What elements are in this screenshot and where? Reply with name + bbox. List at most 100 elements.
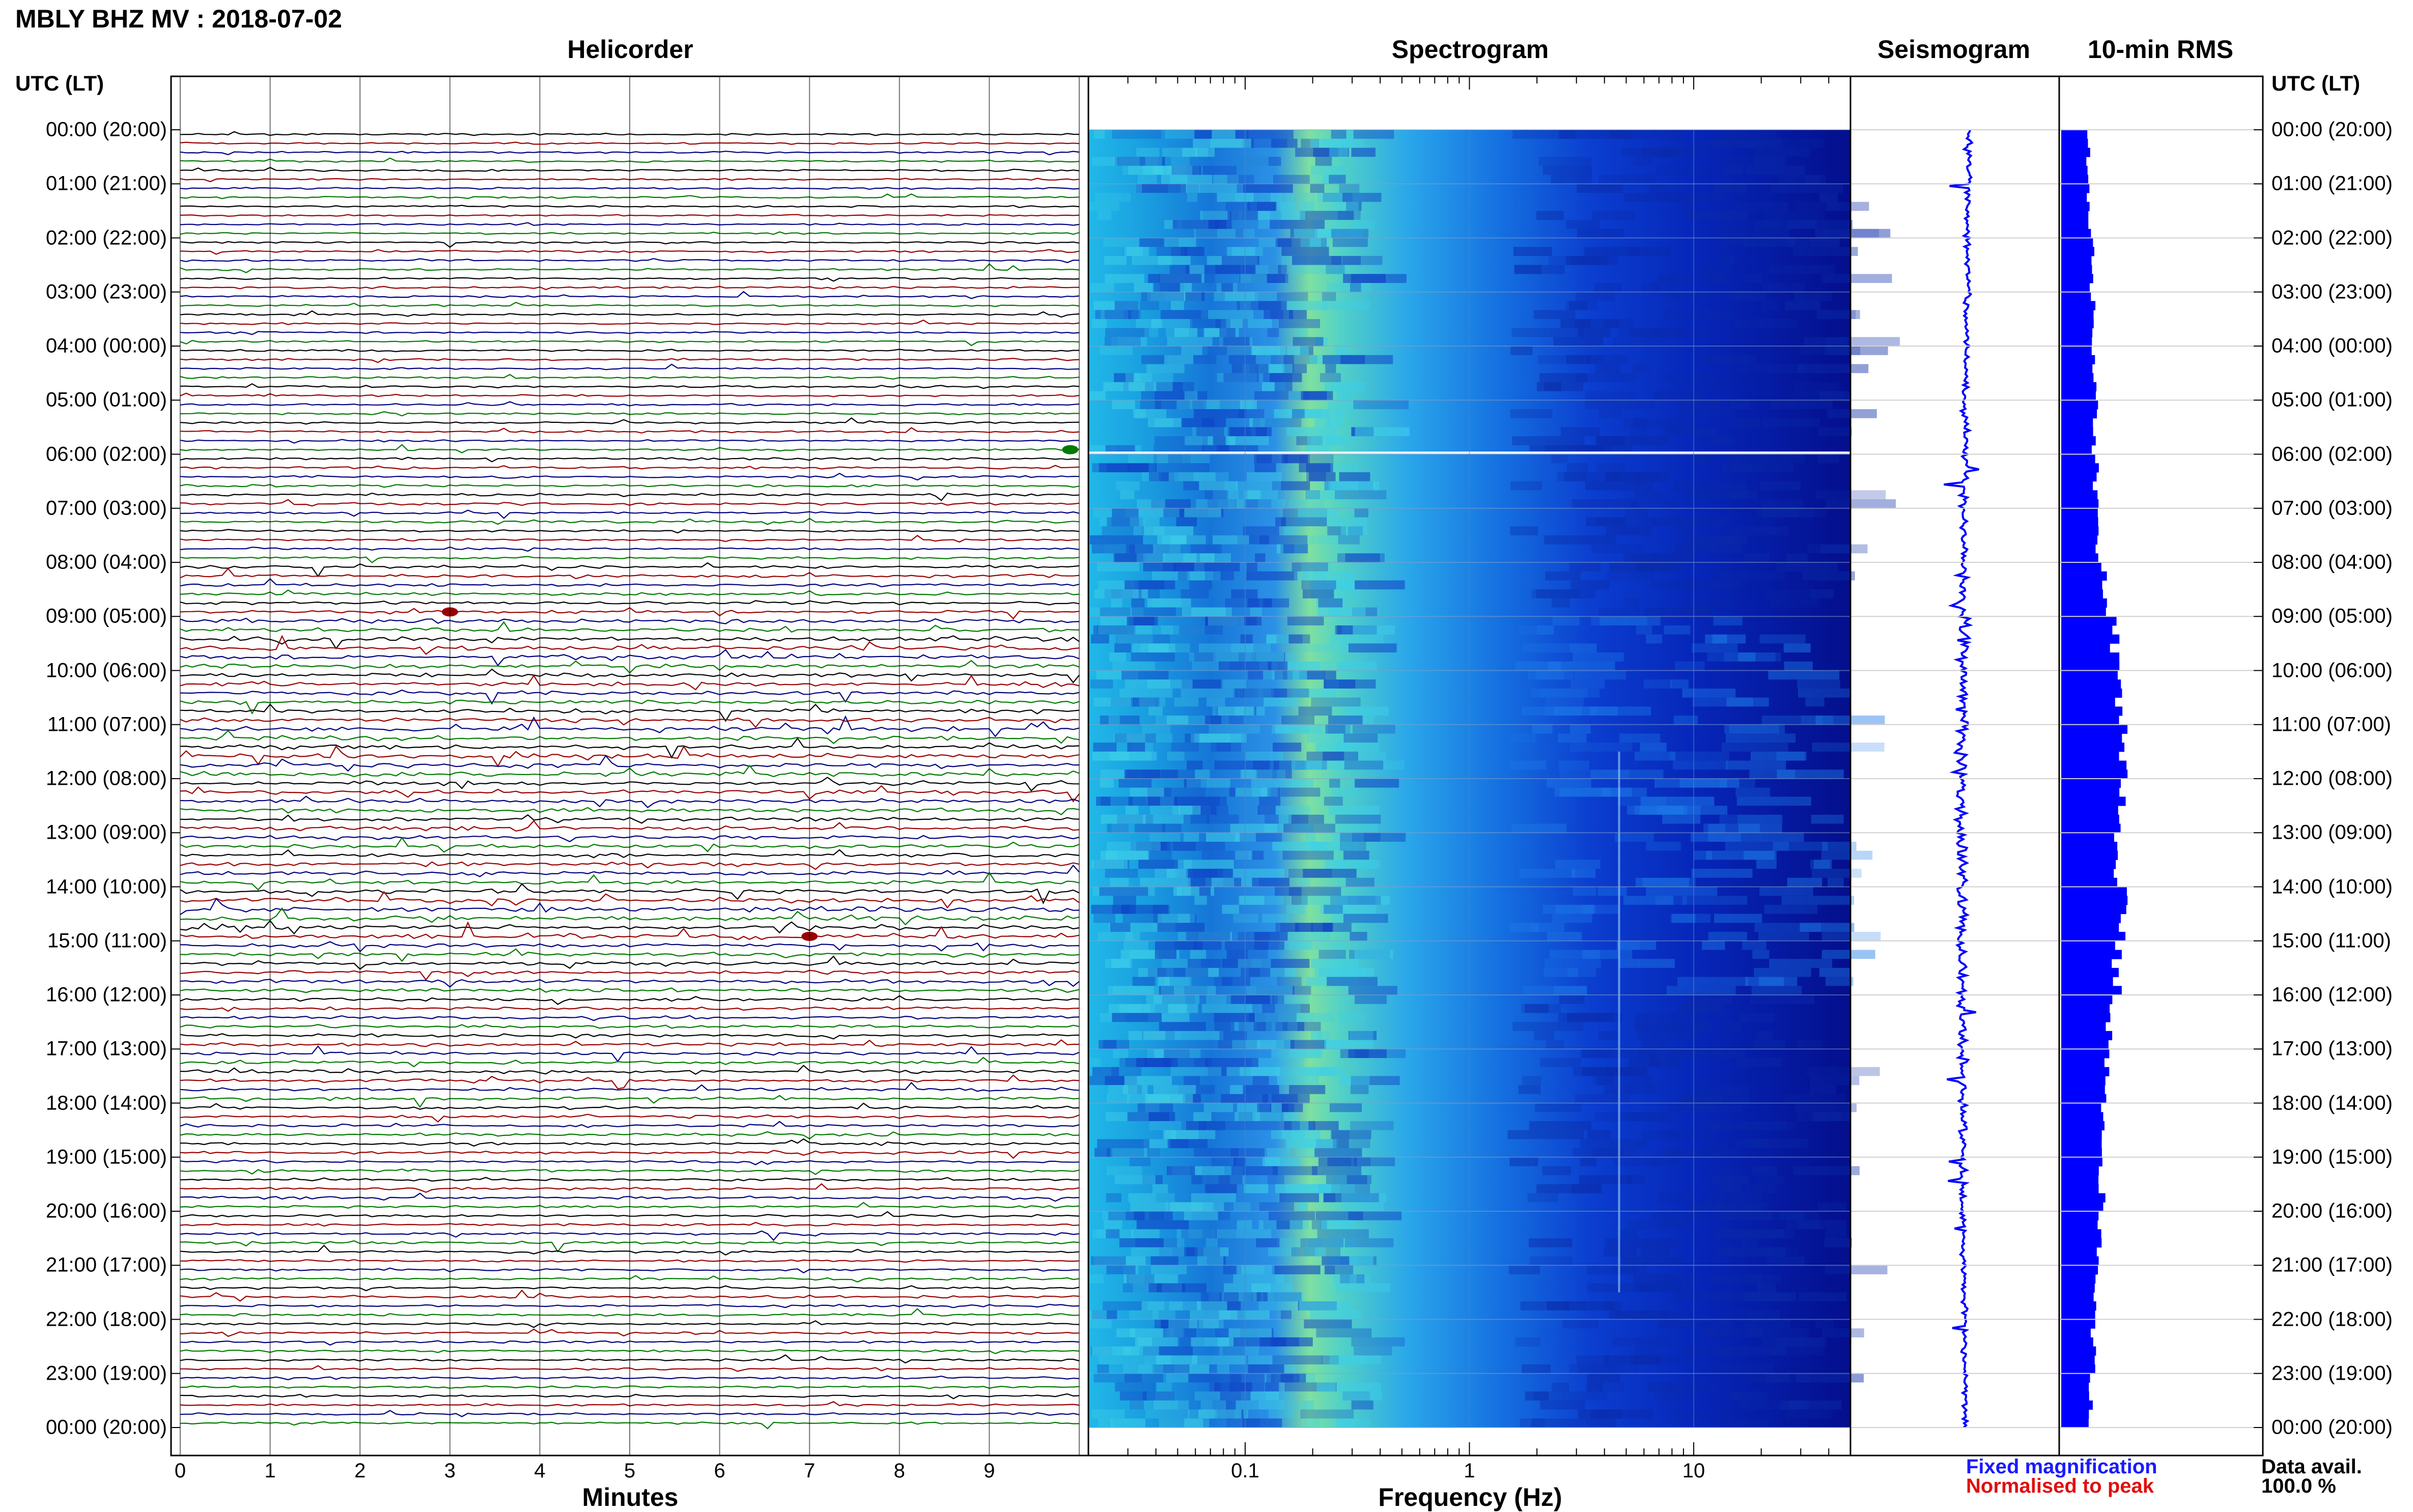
spectrogram-texture xyxy=(1691,869,1753,878)
spectrogram-texture xyxy=(1314,418,1331,427)
spectrogram-texture xyxy=(1232,247,1263,256)
minute-tick-label: 0 xyxy=(174,1460,186,1482)
spectrogram-texture xyxy=(1674,1292,1750,1302)
spectrogram-texture xyxy=(1552,598,1570,608)
spectrogram-texture xyxy=(1658,274,1690,283)
spectrogram-texture xyxy=(1291,779,1313,788)
time-tick-label-left: 13:00 (09:00) xyxy=(46,821,167,844)
spectrogram-texture xyxy=(1127,743,1145,752)
spectrogram-texture xyxy=(1136,319,1190,328)
spectrogram-texture xyxy=(1315,743,1351,752)
spectrogram-texture xyxy=(1527,1193,1558,1203)
spectrogram-texture xyxy=(1631,1355,1661,1365)
spectrogram-texture xyxy=(1318,1184,1370,1193)
spectrogram-texture xyxy=(1184,779,1201,788)
spectrogram-texture xyxy=(1140,400,1162,409)
spectrogram-texture xyxy=(1342,625,1395,635)
spectrogram-texture xyxy=(1125,1058,1147,1067)
spectrogram-texture xyxy=(1712,634,1746,644)
time-tick-label-right: 15:00 (11:00) xyxy=(2271,929,2391,952)
spectrogram-texture xyxy=(1687,1094,1749,1103)
spectrogram-texture xyxy=(1123,914,1162,923)
rms-bar xyxy=(2061,310,2094,320)
spectrogram-texture xyxy=(1278,319,1320,328)
rms-bar xyxy=(2061,418,2093,427)
spectrogram-texture xyxy=(1270,995,1309,1004)
spectrogram-texture xyxy=(1531,923,1565,932)
spectrogram-texture xyxy=(1126,1274,1155,1283)
rms-bar xyxy=(2061,1409,2089,1419)
spectrogram-texture xyxy=(1632,364,1650,374)
spectrogram-texture xyxy=(1293,670,1307,680)
spectrogram-texture xyxy=(1545,959,1601,968)
spectrogram-texture xyxy=(1751,986,1802,995)
spectrogram-texture xyxy=(1758,932,1809,941)
spectrogram-texture xyxy=(1259,796,1281,806)
spectrogram-texture xyxy=(1177,932,1199,941)
spectrogram-texture xyxy=(1206,833,1240,842)
spectrogram-texture xyxy=(1163,1301,1183,1310)
minute-tick-label: 2 xyxy=(354,1460,366,1482)
rms-bar xyxy=(2061,787,2120,797)
spectrogram-texture xyxy=(1776,751,1805,761)
spectrogram-texture xyxy=(1166,869,1187,878)
spectrogram-texture xyxy=(1164,977,1190,986)
spectrogram-texture xyxy=(1292,688,1336,698)
rms-bar xyxy=(2061,1400,2093,1410)
spectrogram-texture xyxy=(1803,571,1855,581)
spectrogram-texture xyxy=(1252,1112,1298,1121)
spectrogram-texture xyxy=(1258,301,1287,310)
spectrogram-texture xyxy=(1185,967,1219,977)
spectrogram-texture xyxy=(1116,634,1170,644)
spectrogram-texture xyxy=(1778,175,1820,184)
spectrogram-texture xyxy=(1167,751,1185,761)
rms-bar xyxy=(2061,517,2098,527)
spectrogram-texture xyxy=(1271,1049,1321,1058)
spectrogram-texture xyxy=(1327,283,1371,292)
spectrogram-texture xyxy=(1331,787,1358,797)
spectrogram-texture xyxy=(1306,463,1333,472)
spectrogram-texture xyxy=(1329,148,1348,157)
spectrogram-texture xyxy=(1189,265,1204,274)
spectrogram-texture xyxy=(1316,1328,1372,1337)
rms-bar xyxy=(2061,1391,2089,1401)
spectrogram-texture xyxy=(1240,400,1257,409)
rms-bar xyxy=(2061,1346,2096,1356)
spectrogram-texture xyxy=(1189,580,1212,590)
spectrogram-texture xyxy=(1702,940,1725,950)
spectrogram-texture xyxy=(1606,472,1659,481)
spectrogram-texture xyxy=(1509,1157,1538,1166)
rms-bar xyxy=(2061,1112,2103,1122)
rms-bar xyxy=(2061,1319,2095,1329)
spectrogram-texture xyxy=(1552,616,1580,625)
spectrogram-texture xyxy=(1166,716,1189,725)
spectrogram-texture xyxy=(1272,481,1310,491)
spectrogram-texture xyxy=(1740,1013,1775,1022)
spectrogram-texture xyxy=(1335,490,1387,500)
spectrogram-texture xyxy=(1798,688,1850,698)
spectrogram-texture xyxy=(1323,751,1344,761)
spectrogram-texture xyxy=(1184,1418,1203,1428)
rms-bar xyxy=(2061,1373,2090,1383)
spectrogram-texture xyxy=(1546,1040,1564,1049)
spectrogram-texture xyxy=(1818,427,1852,437)
spectrogram-texture xyxy=(1151,1265,1187,1274)
spectrogram-texture xyxy=(1797,1112,1842,1121)
spectrogram-texture xyxy=(1664,427,1716,437)
spectrogram-texture xyxy=(1262,1004,1310,1013)
spectrogram-texture xyxy=(1265,1382,1279,1392)
rms-bar xyxy=(2061,454,2095,464)
spectrogram-texture xyxy=(1801,716,1823,725)
spectrogram-texture xyxy=(1127,625,1173,635)
spectrogram-texture xyxy=(1746,1184,1777,1193)
spectrogram-texture xyxy=(1768,265,1835,274)
spectrogram-texture xyxy=(1264,310,1294,319)
spectrogram-texture xyxy=(1783,643,1811,653)
spectrogram-texture xyxy=(1750,751,1807,761)
spectrogram-texture xyxy=(1643,679,1672,689)
rms-bar xyxy=(2061,1139,2102,1149)
spectrogram-texture xyxy=(1512,436,1585,445)
spectrogram-texture xyxy=(1762,283,1805,292)
spectrogram-texture xyxy=(1754,157,1786,166)
spectrogram-texture xyxy=(1151,319,1162,328)
